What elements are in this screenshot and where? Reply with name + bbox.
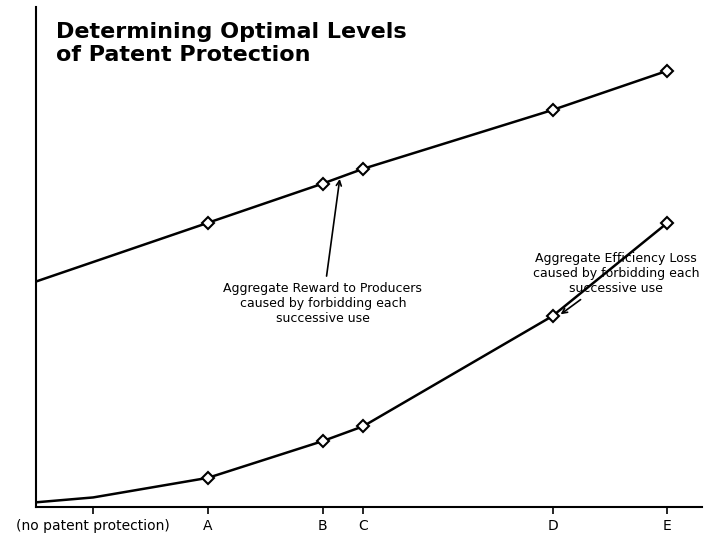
Text: Aggregate Reward to Producers
caused by forbidding each
successive use: Aggregate Reward to Producers caused by …: [223, 181, 423, 325]
Text: Aggregate Efficiency Loss
caused by forbidding each
successive use: Aggregate Efficiency Loss caused by forb…: [533, 252, 699, 313]
Text: Determining Optimal Levels
of Patent Protection: Determining Optimal Levels of Patent Pro…: [55, 22, 406, 65]
